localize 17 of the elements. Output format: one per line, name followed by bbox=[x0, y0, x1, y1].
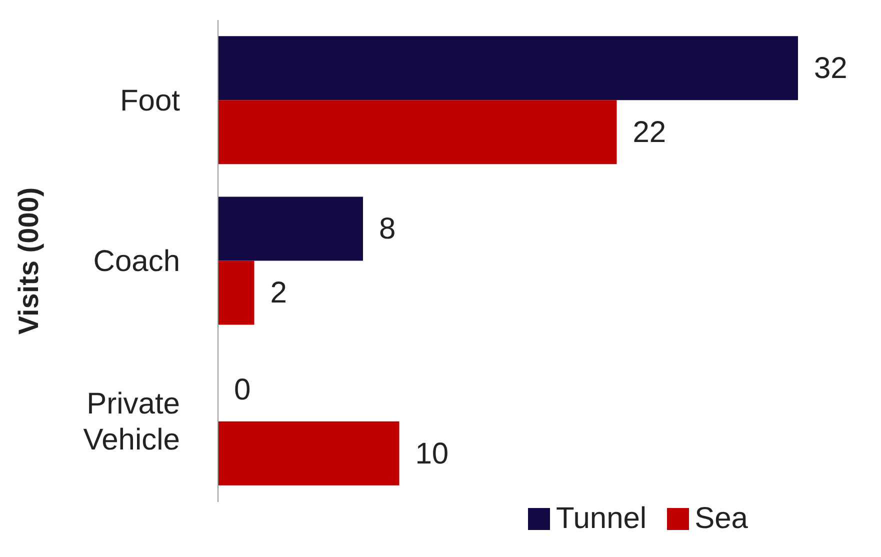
y-tick-label: Private Vehicle bbox=[83, 388, 180, 457]
bar bbox=[218, 196, 363, 261]
data-label: 22 bbox=[632, 116, 666, 150]
data-label: 0 bbox=[234, 373, 251, 406]
y-tick-label: Coach bbox=[93, 245, 180, 278]
data-label: 10 bbox=[415, 437, 449, 470]
legend-label: Tunnel bbox=[554, 502, 647, 536]
data-label: 32 bbox=[814, 52, 848, 86]
bar bbox=[218, 260, 254, 325]
legend-label: Sea bbox=[694, 502, 748, 536]
bar bbox=[218, 421, 400, 486]
y-tick-label: Foot bbox=[120, 84, 181, 118]
data-label: 2 bbox=[270, 276, 287, 310]
data-label: 8 bbox=[379, 212, 396, 246]
y-axis-title: Visits (000) bbox=[12, 187, 44, 335]
bar bbox=[218, 36, 798, 100]
bar bbox=[218, 100, 617, 164]
